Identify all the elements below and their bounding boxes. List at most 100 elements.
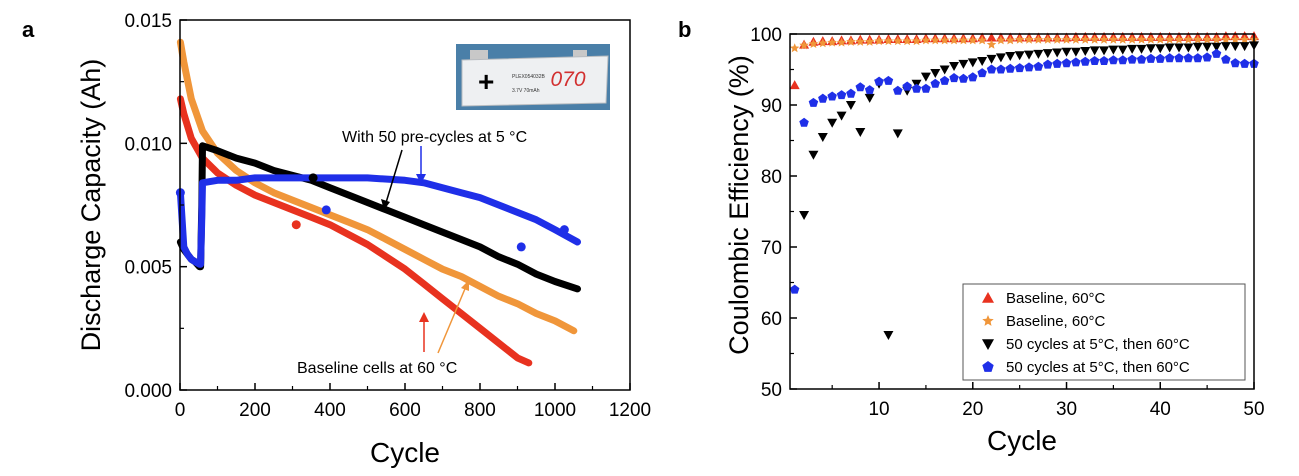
panel-b-chart: 10 20 30 40 50 50 60 70 80 90 100 Cycle Coulombic…	[724, 25, 1265, 456]
panel-b-data-point-s1	[874, 36, 884, 46]
panel-b-data-point-s0	[789, 80, 800, 90]
pouch-cell-photo: + 070 PLEX054032B 3.7V 70mAh	[456, 44, 610, 110]
panel-b-y-ticks: 50 60 70 80 90 100	[750, 25, 797, 401]
panel-b-data-point-s1	[958, 35, 969, 45]
pouch-cell-number: 070	[550, 68, 585, 91]
panel-b-data-point-s2	[1211, 42, 1222, 52]
panel-a-series-line-0	[176, 95, 533, 367]
panel-b-data-point-s3	[1080, 56, 1090, 66]
panel-b-series-layer	[789, 31, 1259, 341]
legend-marker-0	[982, 292, 994, 303]
panel-b-data-point-s3	[846, 88, 856, 98]
panel-a-x-tick-label: 800	[464, 400, 496, 421]
panel-b-data-point-s3	[836, 90, 847, 100]
panel-b-data-point-s1	[827, 37, 837, 47]
panel-b-data-point-s3	[1024, 62, 1034, 72]
panel-b-data-point-s3	[789, 284, 800, 294]
panel-b-data-point-s1	[1230, 34, 1240, 44]
panel-b-data-point-s1	[1136, 34, 1147, 44]
panel-b-data-point-s3	[968, 72, 978, 82]
panel-b-data-point-s2	[1117, 45, 1128, 55]
panel-b-data-point-s3	[977, 68, 987, 78]
panel-b-data-point-s3	[883, 75, 894, 85]
panel-b-data-point-s1	[939, 35, 950, 45]
panel-b-x-tick-label: 40	[1150, 399, 1171, 420]
panel-b-data-point-s2	[920, 72, 931, 82]
panel-b-data-point-s2	[1033, 49, 1044, 59]
panel-b-data-point-s2	[1080, 47, 1091, 57]
panel-b-data-point-s1	[1024, 34, 1034, 44]
panel-b-data-point-s1	[1108, 34, 1119, 44]
legend-entry-label: 50 cycles at 5°C, then 60°C	[1006, 359, 1190, 376]
panel-a-chart: 0 200 400 600 800 1000 1200 0.0000.0050.0100.0…	[76, 11, 651, 468]
panel-b-data-point-s3	[874, 76, 884, 86]
panel-b-data-point-s3	[818, 93, 828, 103]
panel-b-x-tick-label: 50	[1243, 399, 1264, 420]
panel-b-data-point-s0	[986, 32, 997, 42]
panel-a-y-tick-label: 0.005	[124, 258, 172, 279]
panel-b-data-point-s3	[1108, 55, 1119, 65]
panel-b-data-point-s2	[949, 61, 960, 71]
panel-b-data-point-s3	[1033, 61, 1044, 71]
panel-b-data-point-s2	[799, 211, 810, 221]
panel-a-y-axis-label: Discharge Capacity (Ah)	[76, 59, 106, 352]
annotation-baseline: Baseline cells at 60 °C	[297, 360, 457, 377]
panel-b-data-point-s1	[1099, 34, 1109, 44]
panel-b-data-point-s3	[808, 97, 819, 107]
panel-b-data-point-s2	[836, 111, 847, 121]
legend-frame	[962, 283, 1246, 381]
panel-b-data-point-s2	[864, 93, 875, 103]
panel-b-data-point-s1	[893, 36, 903, 46]
panel-b-data-point-s3	[1043, 59, 1053, 69]
panel-b-data-point-s2	[817, 132, 828, 142]
panel-b-data-point-s3	[1146, 53, 1156, 63]
panel-b-data-point-s1	[1005, 35, 1015, 45]
panel-b-data-point-s2	[1220, 42, 1231, 52]
panel-a-outlier-point-3	[559, 225, 569, 235]
panel-b-data-point-s2	[845, 101, 856, 110]
panel-b-data-point-s1	[1155, 34, 1165, 44]
panel-b-y-tick-label: 60	[761, 309, 782, 330]
pouch-cell-print-line1: PLEX054032B	[512, 74, 545, 80]
panel-b-data-point-s3	[996, 64, 1006, 74]
panel-b-data-point-s3	[827, 91, 837, 101]
panel-b-data-point-s1	[902, 36, 912, 46]
panel-b-data-point-s1	[1211, 34, 1222, 44]
arrow-precycle-black	[384, 149, 403, 207]
panel-b-data-point-s3	[1164, 53, 1175, 63]
panel-b-data-point-s3	[1136, 54, 1147, 64]
panel-a-label: a	[22, 17, 35, 42]
panel-b-data-point-s2	[1230, 42, 1241, 52]
panel-b-x-tick-label: 20	[962, 399, 983, 420]
panel-b-data-point-s3	[1099, 56, 1109, 65]
panel-b-data-point-s1	[836, 37, 847, 47]
panel-b-y-tick-label: 100	[750, 25, 782, 46]
panel-b-data-point-s2	[1136, 44, 1147, 54]
panel-b-data-point-s2	[930, 69, 941, 79]
panel-b-data-point-s1	[1043, 34, 1053, 44]
panel-b-data-point-s1	[1183, 34, 1194, 44]
panel-b-data-point-s3	[1174, 53, 1184, 63]
panel-a-series-line-2	[176, 142, 581, 293]
panel-a-outlier-point-1	[321, 205, 331, 215]
panel-b-data-point-s2	[1239, 42, 1250, 52]
panel-b-data-point-s3	[799, 117, 809, 127]
panel-b-data-point-s1	[789, 43, 800, 53]
panel-a-x-ticks: 0 200 400 600 800 1000 1200	[175, 383, 651, 421]
panel-b-data-point-s1	[968, 35, 978, 45]
panel-b-data-point-s1	[799, 40, 809, 50]
panel-b-data-point-s1	[1014, 34, 1025, 44]
panel-b-data-point-s2	[977, 56, 988, 66]
panel-b-x-tick-label: 10	[868, 399, 889, 420]
panel-b-label: b	[678, 17, 691, 42]
panel-b-y-tick-label: 50	[761, 380, 782, 401]
panel-b-data-point-s2	[1202, 42, 1213, 52]
panel-b-data-point-s1	[930, 35, 940, 45]
panel-b-data-point-s3	[930, 78, 940, 88]
panel-b-data-point-s2	[1164, 43, 1175, 53]
panel-b-data-point-s1	[864, 36, 875, 46]
panel-b-data-point-s1	[1164, 34, 1175, 44]
panel-b-data-point-s3	[1193, 53, 1203, 63]
panel-a-y-tick-label: 0.015	[124, 11, 172, 32]
legend-marker-3	[982, 361, 994, 372]
